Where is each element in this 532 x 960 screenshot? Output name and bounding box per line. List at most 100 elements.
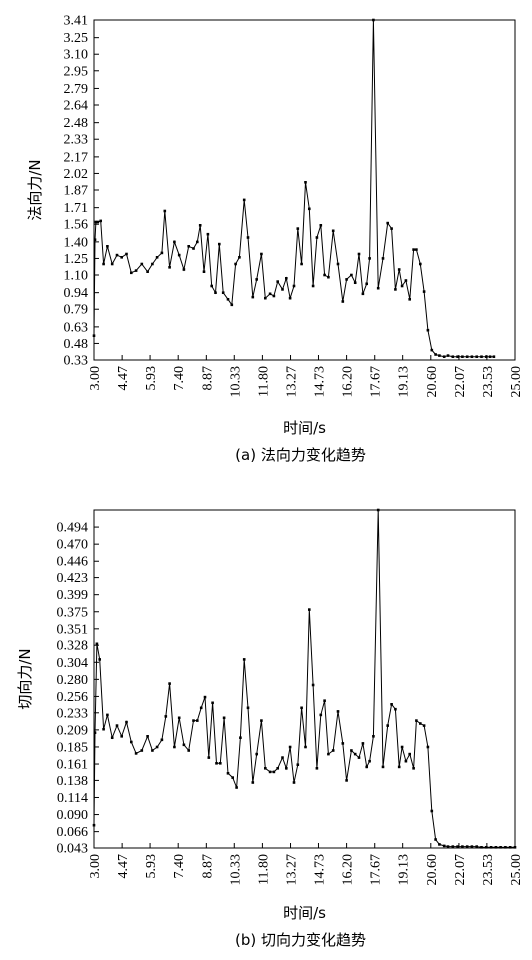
- y-tick-label: 1.25: [64, 252, 89, 267]
- y-tick-label: 0.114: [57, 791, 88, 806]
- data-point: [163, 209, 167, 213]
- data-point: [196, 719, 199, 722]
- data-point: [494, 846, 498, 849]
- data-point: [304, 181, 307, 184]
- data-point: [264, 296, 267, 300]
- data-point: [134, 269, 138, 272]
- data-point: [192, 719, 195, 722]
- data-point: [376, 508, 380, 512]
- data-point: [151, 262, 154, 266]
- data-point: [255, 278, 258, 281]
- data-point: [412, 248, 415, 251]
- data-point: [93, 731, 97, 734]
- data-point: [341, 300, 345, 303]
- data-point: [323, 273, 326, 277]
- data-point: [357, 252, 361, 256]
- x-tick-label: 22.07: [453, 366, 468, 398]
- data-point: [207, 756, 211, 759]
- y-tick-label: 2.33: [64, 133, 89, 148]
- x-tick-label: 23.53: [481, 854, 496, 886]
- y-tick-label: 1.10: [64, 269, 89, 284]
- data-point: [368, 759, 371, 763]
- data-point: [446, 845, 450, 848]
- data-point: [214, 291, 217, 294]
- data-point: [134, 752, 138, 755]
- y-tick-label: 0.090: [57, 808, 89, 823]
- data-point: [187, 245, 190, 248]
- chart-a: 0.33 0.48 0.63 0.79 0.94 1.10 1.25 1.40 1.56 1.71…: [26, 14, 524, 465]
- data-point: [336, 262, 340, 266]
- data-point: [206, 232, 210, 236]
- data-point: [296, 763, 300, 766]
- x-tick-label: 11.80: [256, 854, 271, 885]
- data-point: [177, 716, 181, 720]
- x-tick-label: 13.27: [285, 854, 300, 886]
- data-point: [353, 752, 357, 756]
- data-point: [198, 224, 202, 227]
- data-point: [341, 742, 345, 745]
- data-point: [331, 229, 335, 233]
- data-point: [173, 745, 176, 749]
- x-tick-label: 17.67: [369, 366, 384, 398]
- data-point: [93, 238, 97, 241]
- y-tick-label: 0.63: [64, 320, 89, 335]
- data-point: [315, 767, 319, 770]
- data-point: [96, 220, 100, 224]
- x-tick-label: 5.93: [144, 854, 159, 879]
- data-point: [376, 286, 380, 290]
- y-tick-label: 0.304: [57, 656, 89, 671]
- data-point: [504, 846, 507, 849]
- data-point: [422, 290, 426, 293]
- data-point: [146, 735, 149, 738]
- data-point: [211, 701, 214, 705]
- data-point: [226, 298, 230, 301]
- y-tick-label: 3.25: [64, 31, 89, 46]
- data-point: [268, 770, 272, 774]
- data-point: [408, 752, 411, 756]
- x-tick-label: 22.07: [453, 854, 468, 886]
- x-axis-title: 时间/s: [283, 904, 326, 922]
- y-tick-label: 0.043: [57, 842, 89, 857]
- y-tick-label: 2.02: [64, 167, 89, 182]
- data-point: [192, 247, 195, 250]
- data-point: [221, 291, 225, 294]
- data-point: [251, 295, 255, 299]
- data-point: [239, 736, 242, 739]
- data-point: [219, 762, 222, 765]
- x-tick-label: 25.00: [509, 854, 524, 886]
- data-point: [419, 262, 422, 266]
- data-point: [260, 252, 263, 256]
- data-point: [470, 845, 474, 848]
- data-point: [470, 355, 474, 358]
- data-point: [115, 724, 119, 727]
- data-point: [155, 745, 159, 749]
- data-point: [202, 270, 206, 273]
- data-point: [397, 765, 401, 769]
- data-point: [394, 707, 397, 711]
- data-point: [230, 303, 234, 307]
- x-tick-label: 10.33: [228, 366, 243, 398]
- data-point: [368, 257, 371, 260]
- y-tick-label: 0.256: [57, 690, 89, 705]
- y-tick-label: 0.494: [57, 521, 89, 536]
- data-point: [404, 759, 408, 763]
- data-point: [513, 846, 517, 849]
- x-tick-label: 16.20: [341, 854, 356, 886]
- data-point: [146, 270, 149, 273]
- data-point: [255, 752, 258, 756]
- data-point: [430, 809, 434, 813]
- x-tick-label: 3.00: [88, 366, 103, 391]
- data-point: [168, 682, 171, 685]
- y-tick-label: 3.41: [64, 14, 89, 29]
- data-point: [222, 716, 226, 720]
- y-tick-label: 0.280: [57, 673, 89, 688]
- data-point: [203, 695, 207, 699]
- data-point: [446, 354, 450, 357]
- x-tick-label: 25.00: [509, 366, 524, 398]
- data-point: [357, 756, 361, 759]
- y-axis-title: 法向力/N: [26, 159, 44, 220]
- x-tick-label: 14.73: [312, 854, 327, 886]
- data-point: [304, 745, 307, 749]
- data-point: [246, 706, 250, 710]
- data-point: [489, 846, 493, 849]
